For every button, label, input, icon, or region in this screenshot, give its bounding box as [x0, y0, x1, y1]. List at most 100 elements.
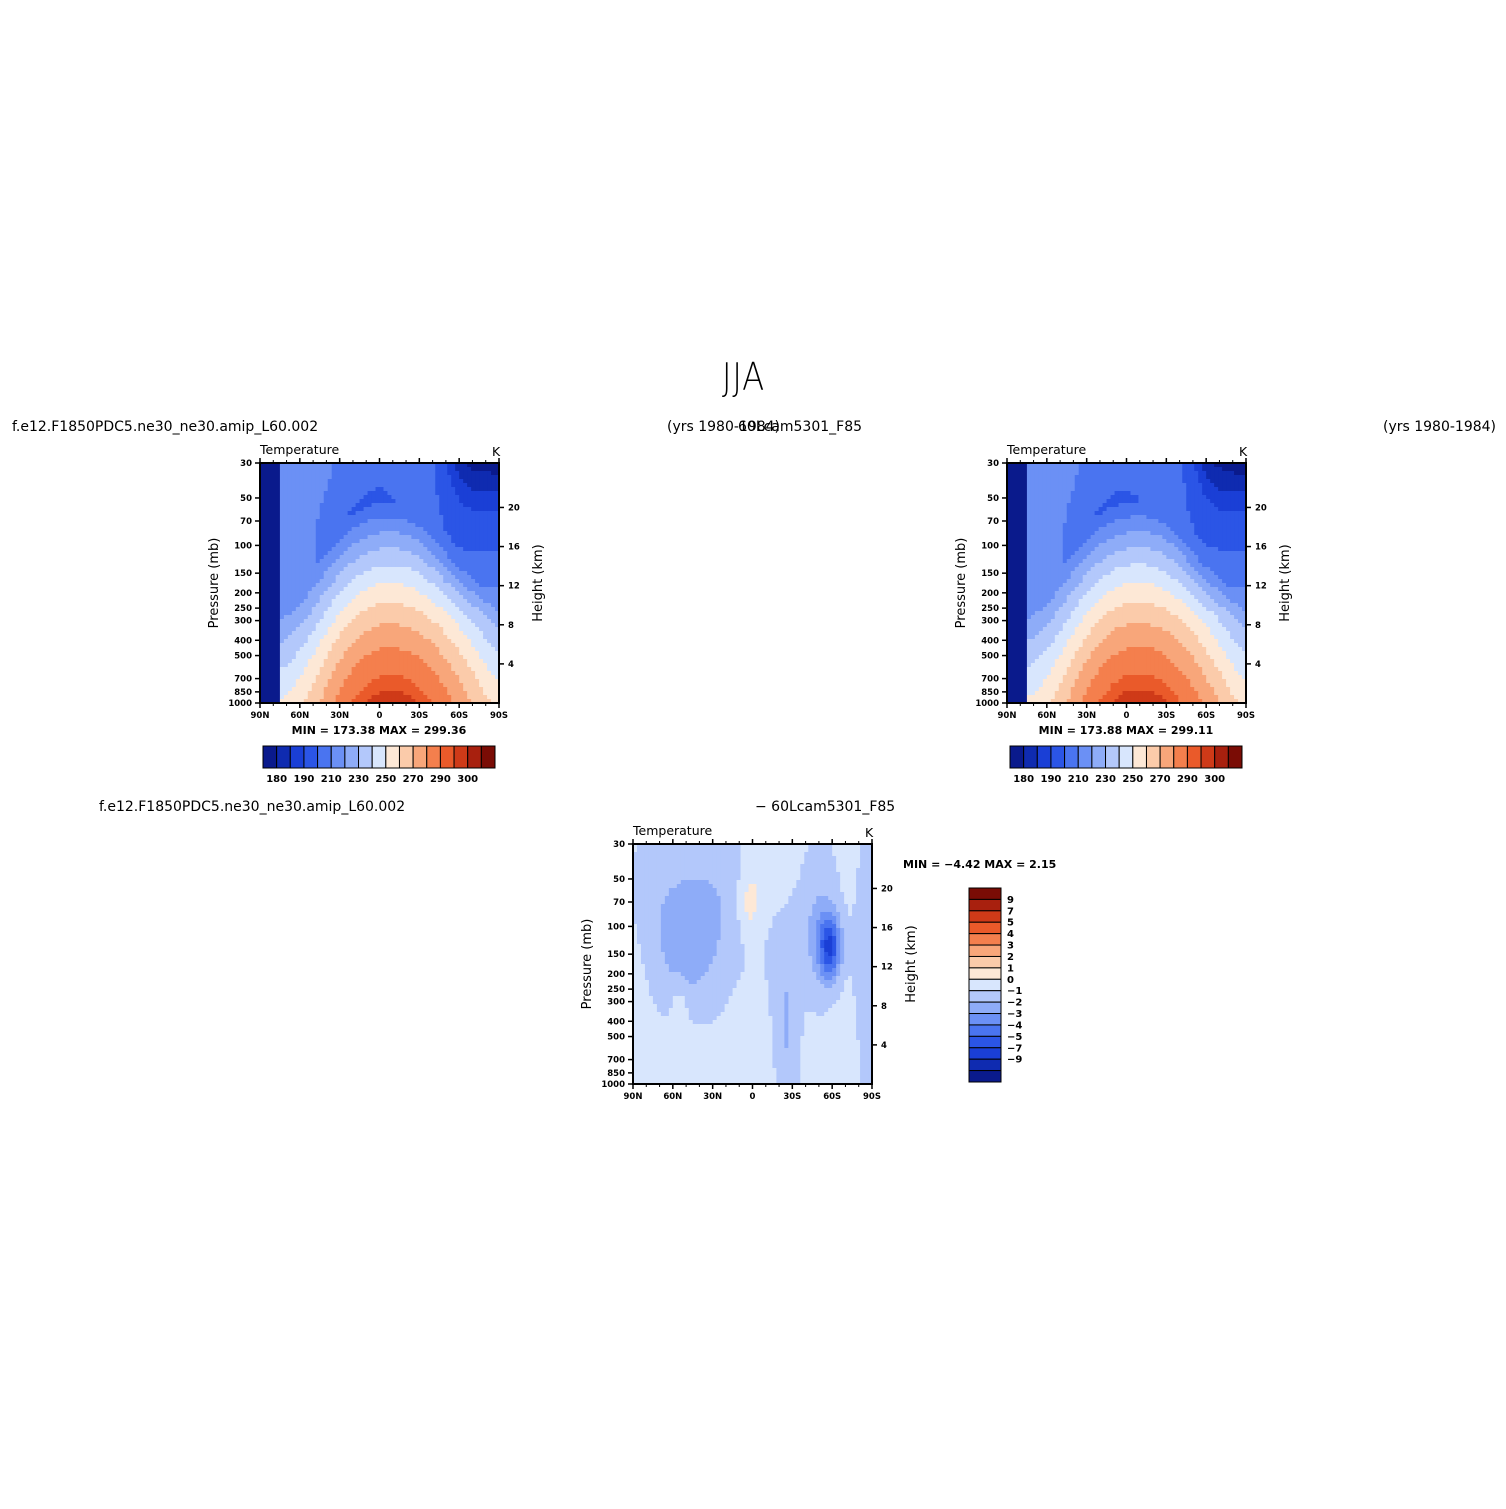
field-cell [447, 543, 452, 548]
field-cell [1014, 463, 1020, 468]
field-cell [383, 607, 389, 612]
field-cell [1174, 523, 1179, 528]
field-cell [295, 539, 301, 544]
field-cell [471, 607, 476, 612]
field-cell [291, 587, 297, 592]
field-cell [451, 483, 456, 488]
field-cell [431, 595, 436, 600]
field-cell [1202, 499, 1207, 504]
field-cell [339, 647, 345, 652]
field-cell [427, 527, 432, 532]
field-cell [479, 691, 484, 696]
field-cell [1234, 463, 1239, 468]
field-cell [1054, 511, 1060, 516]
field-cell [1054, 479, 1060, 484]
field-cell [303, 615, 309, 620]
field-cell [395, 463, 401, 468]
field-cell [383, 663, 389, 668]
pressure-tick-label: 250 [234, 604, 252, 614]
field-cell [407, 475, 412, 480]
field-cell [1170, 527, 1175, 532]
field-cell [1038, 543, 1044, 548]
field-cell [451, 655, 456, 660]
field-cell [387, 675, 393, 680]
field-cell [455, 463, 460, 468]
field-cell [439, 583, 444, 588]
field-cell [331, 555, 337, 560]
field-cell [415, 595, 420, 600]
field-cell [271, 511, 277, 516]
field-cell [475, 619, 480, 624]
field-cell [475, 643, 480, 648]
field-cell [1214, 463, 1219, 468]
field-cell [347, 559, 353, 564]
field-cell [1214, 519, 1219, 524]
field-cell [379, 683, 385, 688]
field-cell [431, 511, 436, 516]
field-cell [271, 675, 277, 680]
field-cell [475, 507, 480, 512]
field-cell [331, 519, 337, 524]
field-cell [375, 479, 381, 484]
field-cell [263, 643, 269, 648]
field-cell [347, 683, 353, 688]
field-cell [1210, 463, 1215, 468]
field-cell [483, 515, 488, 520]
field-cell [263, 523, 269, 528]
field-cell [359, 499, 365, 504]
field-cell [351, 619, 357, 624]
field-cell [367, 467, 373, 472]
field-cell [483, 467, 488, 472]
field-cell [307, 571, 313, 576]
field-cell [395, 467, 401, 472]
pressure-tick-label: 50 [240, 494, 252, 504]
field-cell [1038, 519, 1044, 524]
field-cell [1146, 495, 1151, 500]
field-cell [383, 511, 389, 516]
field-cell [1166, 515, 1171, 520]
field-cell [315, 699, 321, 704]
colorbar-label: 230 [348, 774, 369, 785]
field-cell [343, 483, 349, 488]
field-cell [303, 695, 309, 700]
field-cell [1090, 503, 1096, 508]
field-cell [267, 683, 273, 688]
field-cell [427, 507, 432, 512]
field-cell [1046, 523, 1052, 528]
field-cell [479, 535, 484, 540]
field-cell [1046, 479, 1052, 484]
field-cell [1054, 503, 1060, 508]
field-cell [303, 479, 309, 484]
field-cell [291, 603, 297, 608]
field-cell [343, 679, 349, 684]
field-cell [307, 683, 313, 688]
field-cell [467, 607, 472, 612]
field-cell [395, 519, 401, 524]
field-cell [315, 499, 321, 504]
field-cell [1070, 543, 1076, 548]
field-cell [431, 463, 436, 468]
field-cell [419, 467, 424, 472]
field-cell [1150, 479, 1155, 484]
field-cell [359, 699, 365, 704]
field-cell [431, 619, 436, 624]
field-cell [391, 615, 397, 620]
field-cell [463, 587, 468, 592]
field-cell [443, 699, 448, 704]
field-cell [275, 695, 281, 700]
field-cell [1038, 483, 1044, 488]
field-cell [355, 467, 361, 472]
field-cell [419, 679, 424, 684]
field-cell [287, 671, 293, 676]
field-cell [315, 487, 321, 492]
field-cell [399, 651, 404, 656]
field-cell [351, 683, 357, 688]
field-cell [1038, 511, 1044, 516]
field-cell [299, 647, 305, 652]
field-cell [427, 587, 432, 592]
field-cell [260, 611, 265, 616]
field-cell [447, 627, 452, 632]
field-cell [311, 687, 317, 692]
field-cell [335, 551, 341, 556]
field-cell [287, 631, 293, 636]
